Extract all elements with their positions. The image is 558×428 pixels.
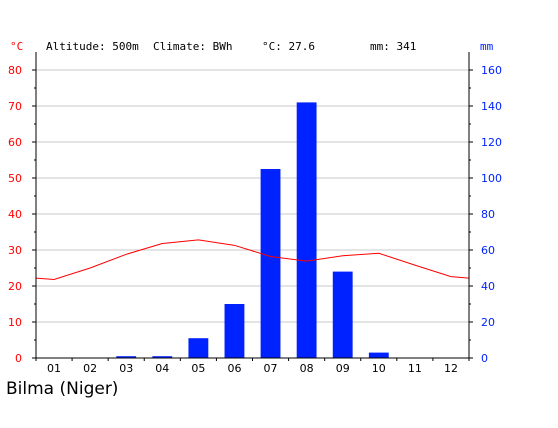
precipitation-bar <box>116 356 137 358</box>
left-axis-labels: 0 10 20 30 40 50 60 70 80 <box>8 64 22 365</box>
month-label: 07 <box>264 362 278 375</box>
right-tick-label: 20 <box>481 316 495 329</box>
gridlines <box>36 69 469 323</box>
right-tick-label: 160 <box>481 64 502 77</box>
left-tick-label: 80 <box>8 64 22 77</box>
month-label: 08 <box>300 362 314 375</box>
precipitation-bar <box>368 352 389 358</box>
month-label: 05 <box>191 362 205 375</box>
month-label: 09 <box>336 362 350 375</box>
left-tick-label: 40 <box>8 208 22 221</box>
right-tick-label: 60 <box>481 244 495 257</box>
precipitation-bar <box>188 338 209 358</box>
left-tick-label: 20 <box>8 280 22 293</box>
month-label: 03 <box>119 362 133 375</box>
precipitation-bar <box>152 356 173 358</box>
precipitation-bars <box>116 102 389 359</box>
right-tick-label: 100 <box>481 172 502 185</box>
axes <box>32 52 473 361</box>
month-label: 10 <box>372 362 386 375</box>
left-tick-label: 60 <box>8 136 22 149</box>
month-label: 06 <box>227 362 241 375</box>
altitude-label: Altitude: 500m <box>46 40 139 53</box>
precip-unit-label: mm <box>480 40 494 53</box>
left-tick-label: 10 <box>8 316 22 329</box>
right-tick-label: 40 <box>481 280 495 293</box>
location-caption: Bilma (Niger) <box>6 379 119 399</box>
right-tick-label: 140 <box>481 100 502 113</box>
climate-label: Climate: BWh <box>153 40 232 53</box>
right-tick-label: 0 <box>481 352 488 365</box>
right-tick-label: 120 <box>481 136 502 149</box>
annual-precipitation-label: mm: 341 <box>370 40 416 53</box>
month-label: 02 <box>83 362 97 375</box>
temperature-line <box>35 239 470 281</box>
month-label: 12 <box>444 362 458 375</box>
precipitation-bar <box>296 102 317 359</box>
month-label: 04 <box>155 362 169 375</box>
month-label: 11 <box>408 362 422 375</box>
left-tick-label: 30 <box>8 244 22 257</box>
month-label: 01 <box>47 362 61 375</box>
right-tick-label: 80 <box>481 208 495 221</box>
right-axis-labels: 0 20 40 60 80 100 120 140 160 <box>481 64 502 365</box>
left-tick-label: 0 <box>15 352 22 365</box>
precipitation-bar <box>332 271 353 358</box>
left-tick-label: 50 <box>8 172 22 185</box>
month-labels: 01 02 03 04 05 06 07 08 09 10 11 12 <box>47 362 458 375</box>
temp-unit-label: °C <box>10 40 23 53</box>
left-tick-label: 70 <box>8 100 22 113</box>
annual-temperature-label: °C: 27.6 <box>262 40 315 53</box>
precipitation-bar <box>224 304 245 358</box>
precipitation-bar <box>260 169 281 358</box>
temperature-line-layer <box>35 239 470 281</box>
